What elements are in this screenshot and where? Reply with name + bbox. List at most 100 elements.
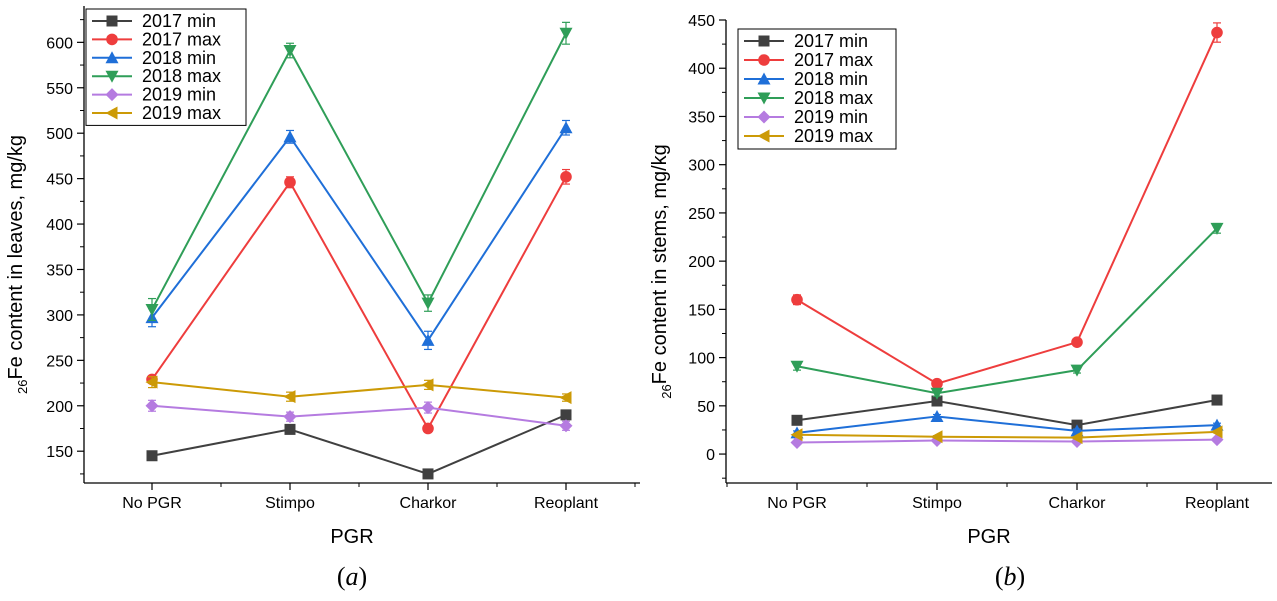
data-point [422, 468, 434, 480]
legend-label: 2017 max [142, 29, 221, 49]
legend-marker [105, 106, 118, 120]
data-point [931, 395, 943, 407]
y-tick-label: 450 [46, 172, 73, 189]
y-axis-title-subscript: 26 [659, 384, 674, 398]
series-line [151, 127, 567, 343]
data-point [421, 378, 434, 392]
series-2019-max [145, 375, 572, 405]
series-line [796, 430, 1218, 439]
legend-box [737, 28, 897, 150]
y-axis-title-text: Fe content in stems, mg/kg [649, 144, 671, 384]
series-2018-max [145, 21, 573, 321]
data-point [145, 303, 159, 316]
legend-entry: 2017 max [92, 29, 221, 49]
legend-marker [757, 110, 771, 124]
y-tick-label: 50 [697, 399, 715, 416]
y-axis-title-text: Fe content in leaves, mg/kg [5, 135, 27, 380]
x-tick-label: Charkor [400, 495, 458, 512]
panel-caption: (a) [337, 562, 367, 591]
y-tick-label: 350 [688, 109, 715, 126]
x-tick-label: No PGR [767, 495, 827, 512]
y-tick-label: 450 [688, 13, 715, 30]
data-point [283, 410, 297, 424]
data-point [790, 428, 803, 442]
data-point [560, 171, 572, 183]
data-point [559, 27, 573, 40]
panel-caption-part: a [346, 562, 359, 591]
series-line [151, 32, 567, 310]
y-tick-label: 0 [706, 447, 715, 464]
data-point [791, 293, 803, 306]
data-point [560, 409, 572, 421]
y-tick-label: 250 [46, 353, 73, 370]
panel-caption-part: ) [1017, 562, 1026, 591]
data-point [791, 414, 803, 426]
series-2018-max [790, 222, 1224, 400]
legend-label: 2019 max [794, 126, 873, 146]
data-point [421, 401, 435, 415]
series-line [796, 399, 1218, 427]
series-2019-min [145, 399, 573, 433]
series-line [151, 381, 567, 399]
legend-label: 2019 min [142, 85, 216, 105]
legend-label: 2018 min [794, 69, 868, 89]
legend-label: 2017 min [794, 31, 868, 51]
data-point [1070, 364, 1084, 377]
series-line [151, 413, 567, 475]
data-point [284, 176, 296, 189]
y-tick-label: 300 [688, 158, 715, 175]
chart-panel-2: 0 50 100 150 200 250 300 350 400 450 No PGR Stimpo C… [649, 13, 1272, 591]
data-point [1070, 431, 1083, 445]
y-tick-label: 500 [46, 126, 73, 143]
series-2017-min [146, 409, 572, 480]
x-axis-title: PGR [330, 526, 373, 548]
data-point [283, 130, 297, 143]
data-point [283, 390, 296, 404]
x-tick-label: Charkor [1049, 495, 1107, 512]
y-tick-label: 350 [46, 262, 73, 279]
panel-caption-part: ) [359, 562, 368, 591]
legend-label: 2019 min [794, 107, 868, 127]
y-tick-label: 250 [688, 206, 715, 223]
panel-caption-part: ( [337, 562, 346, 591]
legend-entry: 2019 min [92, 85, 216, 105]
y-tick-label: 150 [46, 444, 73, 461]
data-point [422, 422, 434, 435]
y-axis-title: 26Fe content in leaves, mg/kg [5, 135, 30, 394]
data-point [790, 360, 804, 373]
legend-marker [105, 88, 119, 102]
x-tick-label: Reoplant [1185, 495, 1250, 512]
x-tick-label: Reoplant [534, 495, 599, 512]
legend-marker [758, 35, 770, 47]
series-line [151, 404, 567, 427]
legend-entry: 2017 min [744, 31, 868, 51]
y-tick-label: 150 [688, 302, 715, 319]
legend-label: 2017 max [794, 50, 873, 70]
data-point [559, 419, 573, 433]
x-tick-label: No PGR [122, 495, 182, 512]
data-point [1210, 222, 1224, 235]
legend-label: 2017 min [142, 11, 216, 31]
data-point [1071, 336, 1083, 348]
series-2017-max [791, 22, 1223, 390]
data-point [559, 391, 572, 405]
series-line [796, 227, 1218, 395]
legend-entry: 2018 max [92, 66, 221, 86]
series-line [151, 176, 567, 431]
data-point [931, 377, 943, 390]
data-point [930, 430, 943, 444]
legend-entry: 2018 max [744, 88, 873, 108]
series-line [796, 32, 1218, 385]
y-tick-label: 100 [688, 351, 715, 368]
legend-entry: 2018 min [92, 48, 216, 68]
legend-marker [757, 72, 771, 85]
data-point [283, 45, 297, 58]
x-tick-label: Stimpo [265, 495, 315, 512]
y-tick-label: 600 [46, 35, 73, 52]
legend-marker [758, 54, 770, 66]
data-point [284, 423, 296, 435]
series-2019-max [790, 425, 1223, 445]
